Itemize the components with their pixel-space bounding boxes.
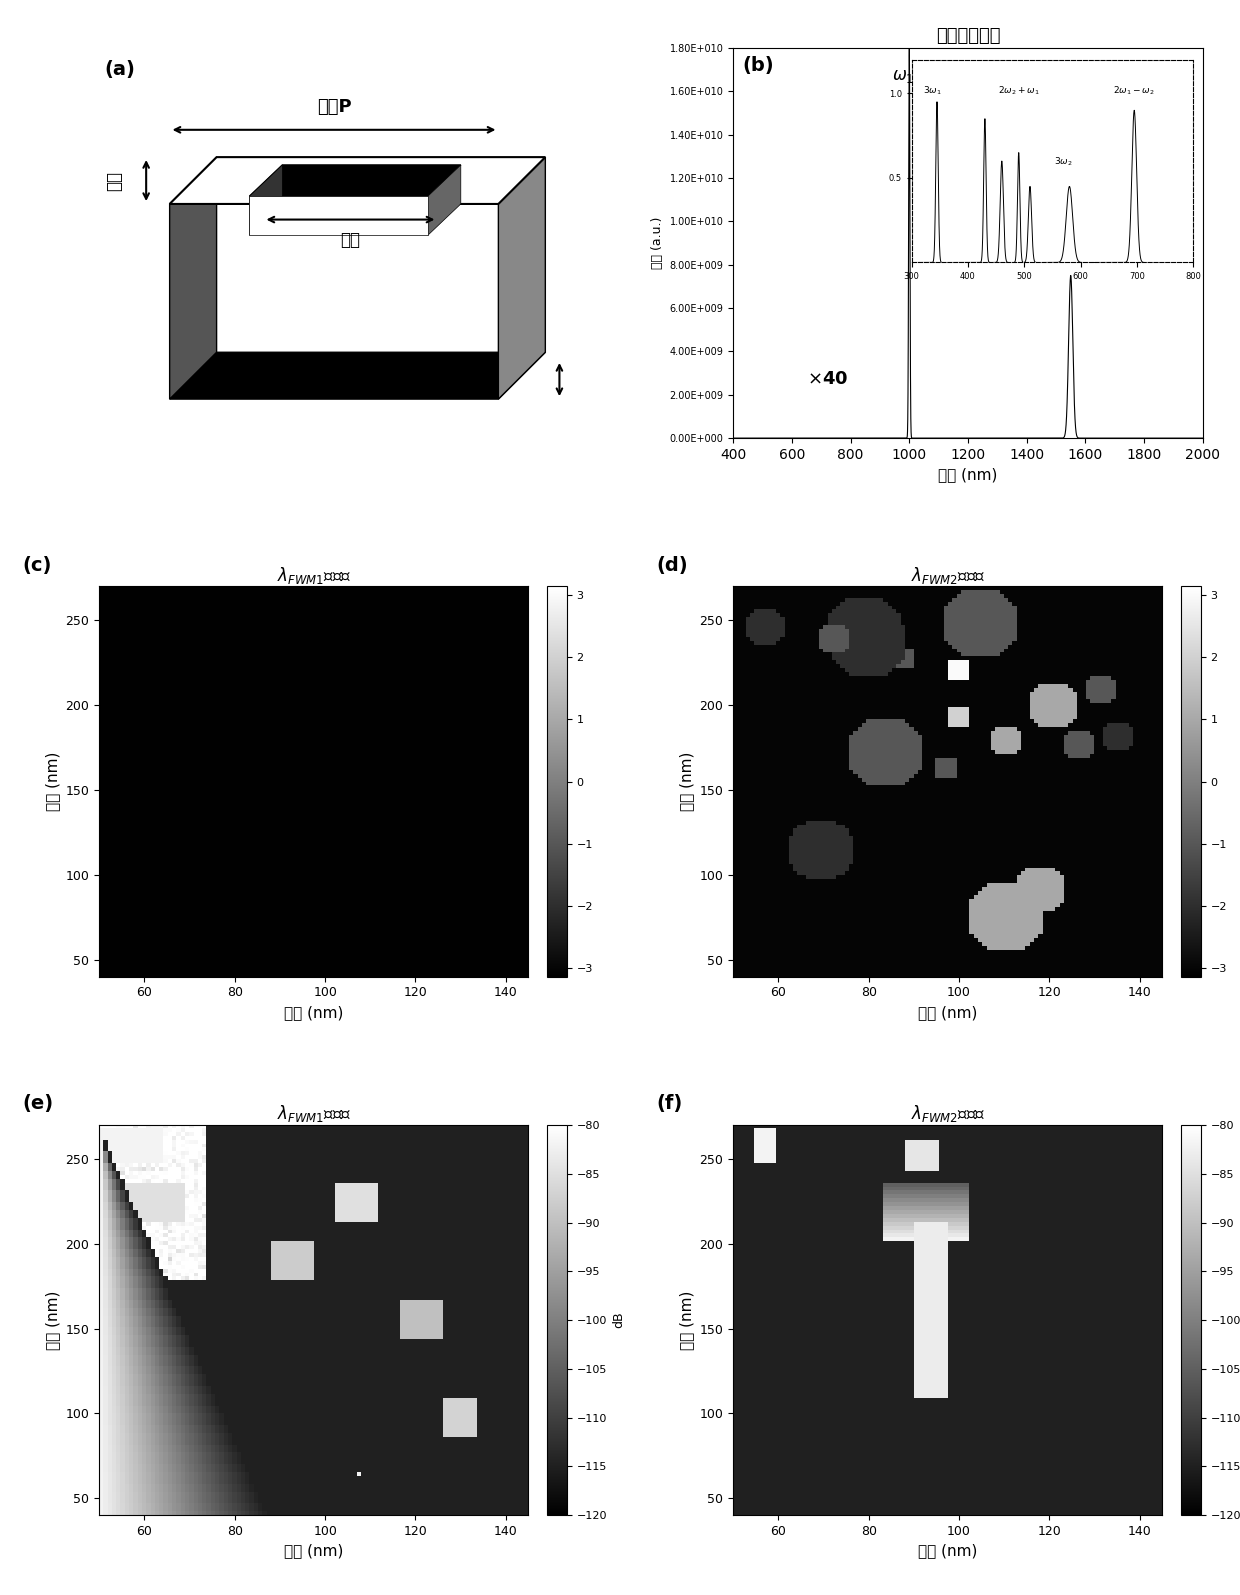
- X-axis label: 波长 (nm): 波长 (nm): [939, 467, 998, 482]
- Title: 四波混频频谱: 四波混频频谱: [936, 27, 1001, 45]
- Text: 宽度: 宽度: [104, 171, 123, 190]
- Text: (b): (b): [743, 56, 774, 75]
- Y-axis label: 宽度 (nm): 宽度 (nm): [45, 1290, 60, 1349]
- Polygon shape: [498, 158, 546, 399]
- Text: $\omega_2$: $\omega_2$: [1076, 247, 1099, 265]
- Text: (e): (e): [22, 1094, 53, 1113]
- Title: $\lambda_{FWM1}$处振幅: $\lambda_{FWM1}$处振幅: [277, 1104, 351, 1124]
- Polygon shape: [170, 352, 546, 399]
- Polygon shape: [170, 158, 217, 399]
- Title: $\lambda_{FWM2}$处振幅: $\lambda_{FWM2}$处振幅: [910, 1104, 985, 1124]
- Text: 长度: 长度: [341, 231, 361, 249]
- X-axis label: 长度 (nm): 长度 (nm): [284, 1005, 343, 1019]
- Title: $\lambda_{FWM2}$处相位: $\lambda_{FWM2}$处相位: [910, 565, 985, 585]
- Text: $\omega_1$: $\omega_1$: [892, 67, 914, 86]
- Y-axis label: dB: dB: [613, 1311, 625, 1329]
- X-axis label: 长度 (nm): 长度 (nm): [918, 1005, 977, 1019]
- Y-axis label: 宽度 (nm): 宽度 (nm): [45, 751, 60, 812]
- Polygon shape: [249, 164, 461, 196]
- Text: (d): (d): [656, 555, 687, 574]
- Polygon shape: [249, 196, 428, 234]
- Y-axis label: 宽度 (nm): 宽度 (nm): [680, 751, 694, 812]
- Text: 周期P: 周期P: [316, 99, 351, 116]
- X-axis label: 长度 (nm): 长度 (nm): [284, 1544, 343, 1558]
- X-axis label: 长度 (nm): 长度 (nm): [918, 1544, 977, 1558]
- Text: (f): (f): [656, 1094, 682, 1113]
- Text: (a): (a): [104, 59, 135, 78]
- Polygon shape: [249, 164, 283, 234]
- Text: (c): (c): [22, 555, 51, 574]
- Text: $\times$40: $\times$40: [806, 370, 848, 388]
- Polygon shape: [170, 158, 546, 204]
- Polygon shape: [428, 164, 461, 234]
- Y-axis label: 宽度 (nm): 宽度 (nm): [680, 1290, 694, 1349]
- Title: $\lambda_{FWM1}$处相位: $\lambda_{FWM1}$处相位: [277, 565, 351, 585]
- Y-axis label: 振幅 (a.u.): 振幅 (a.u.): [651, 217, 663, 270]
